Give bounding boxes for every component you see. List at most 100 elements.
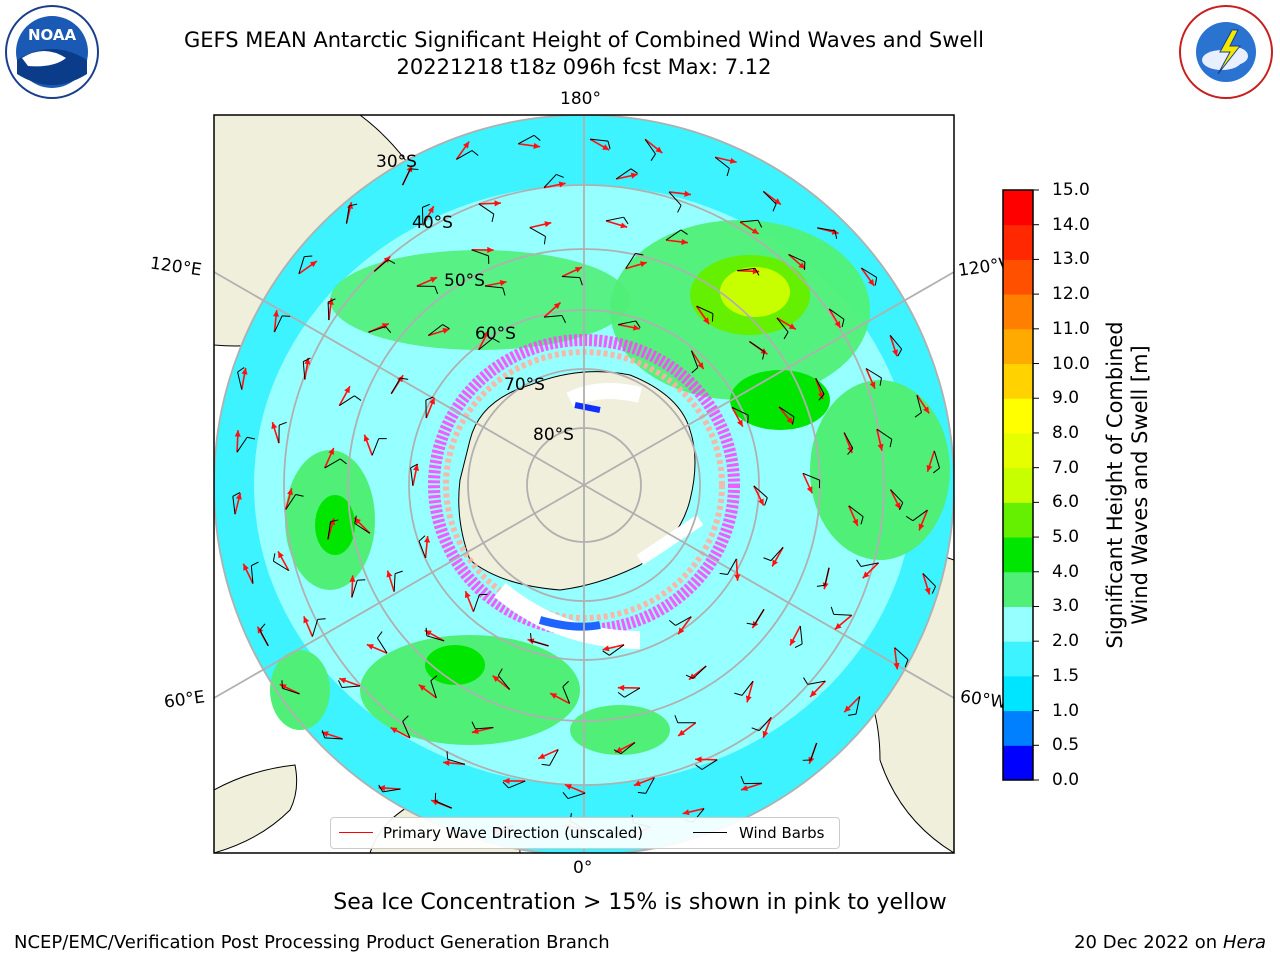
wave-arrow-head <box>790 638 796 646</box>
wind-barb-staff <box>339 395 355 407</box>
footer-branch: NCEP/EMC/Verification Post Processing Pr… <box>14 932 610 953</box>
colorbar-segment <box>1003 606 1033 642</box>
wind-barb-staff <box>543 174 557 188</box>
wave-arrow-head <box>503 777 510 784</box>
colorbar-tick-label: 13.0 <box>1052 249 1090 270</box>
colorbar-segment <box>1003 710 1033 746</box>
colorbar-segment <box>1003 502 1033 538</box>
wind-barb-flag <box>562 680 569 688</box>
wind-barb-staff <box>371 438 380 456</box>
colorbar-segment <box>1003 398 1033 434</box>
wave-arrow-head <box>834 622 842 630</box>
wind-barb-flag <box>637 791 646 794</box>
wave-arrow-head <box>729 157 737 164</box>
wave-arrow-head <box>366 644 374 650</box>
wind-barb-flag <box>691 367 699 374</box>
wind-barb-flag <box>650 153 656 161</box>
colorbar-segment <box>1003 224 1033 260</box>
wave-arrow-head <box>304 357 311 365</box>
wind-barb-staff <box>817 227 836 232</box>
wind-barb-flag <box>425 627 428 636</box>
colorbar-tick-label: 12.0 <box>1052 284 1090 305</box>
wind-barb-staff <box>615 168 632 180</box>
wave-arrow-head <box>527 638 535 645</box>
wave-arrow-head <box>492 675 500 682</box>
primary-wave-legend-line <box>339 832 373 833</box>
wave-arrow-head <box>602 144 610 151</box>
colorbar-segment <box>1003 745 1033 781</box>
wind-barb-staff <box>770 546 784 561</box>
wave-arrow-head <box>564 784 572 790</box>
colorbar-segment <box>1003 294 1033 330</box>
wind-barb-flag <box>860 516 864 525</box>
wind-barb-staff <box>848 505 864 518</box>
colorbar-tick-label: 0.0 <box>1052 770 1080 790</box>
wave-arrow-head <box>786 417 793 424</box>
wind-barb-staff <box>529 227 546 237</box>
wind-barb-flag <box>410 168 419 170</box>
wind-barb-flag <box>502 781 509 789</box>
wind-barb-flag <box>726 168 730 177</box>
wind-barb-staff <box>390 377 401 394</box>
wind-barb-staff <box>324 737 343 740</box>
wind-barb-staff <box>737 267 756 272</box>
wave-arrow-head <box>390 727 398 734</box>
wave-arrow-head <box>235 492 242 500</box>
wind-barbs-legend-line <box>693 832 727 833</box>
wind-barb-staff <box>824 567 830 586</box>
wind-barb-flag <box>607 141 611 149</box>
colorbar-tick-label: 9.0 <box>1052 388 1080 409</box>
colorbar-tick-label: 1.5 <box>1052 665 1080 686</box>
longitude-label-180: 180° <box>560 89 601 109</box>
wave-arrow-head <box>918 523 925 531</box>
wind-barb-flag <box>816 584 825 587</box>
wind-barb-flag <box>834 230 838 239</box>
wind-barb-staff <box>567 792 586 800</box>
wind-barb-staff <box>776 317 789 333</box>
wind-barb-flag <box>623 216 629 225</box>
wave-arrow-head <box>278 551 284 559</box>
wind-barb-staff <box>484 285 503 289</box>
wave-arrow-head <box>893 662 900 670</box>
wind-barb-staff <box>393 573 396 592</box>
wave-arrow-head <box>682 809 690 816</box>
wind-barb-staff <box>531 640 549 647</box>
wind-barb-flag <box>904 659 909 668</box>
wave-arrow-head <box>877 443 884 451</box>
wind-barb-staff <box>327 302 330 321</box>
wind-barb-flag <box>757 219 763 228</box>
map-legend: Primary Wave Direction (unscaled) Wind B… <box>330 817 840 849</box>
wave-arrow-head <box>328 447 334 455</box>
wind-barb-staff <box>855 696 861 715</box>
wind-barb-flag <box>402 715 409 722</box>
wind-barb-flag <box>339 458 347 465</box>
wind-barb-staff <box>833 613 852 616</box>
wind-barb-staff <box>426 635 445 642</box>
wave-arrow-head <box>639 261 647 268</box>
wave-arrow-head <box>734 574 741 581</box>
colorbar-title: Significant Height of Combined Wind Wave… <box>1103 275 1153 695</box>
wave-arrow-head <box>550 693 558 699</box>
wind-barb-staff <box>259 629 269 647</box>
wave-arrow-head <box>697 362 704 370</box>
wind-barb-flag <box>561 315 567 323</box>
wind-barb-staff <box>456 150 473 160</box>
wind-barb-staff <box>828 308 845 320</box>
wave-arrow-head <box>327 298 334 305</box>
wind-barb-staff <box>508 780 526 789</box>
colorbar-tick-label: 5.0 <box>1052 527 1080 548</box>
wave-arrow-head <box>806 486 813 494</box>
colorbar-segment <box>1003 328 1033 365</box>
wind-barb-flag <box>491 213 495 222</box>
colorbar-tick-label: 7.0 <box>1052 457 1080 478</box>
wind-barb-flag <box>677 205 682 213</box>
wave-arrow-head <box>869 381 876 389</box>
wind-barb-staff <box>894 647 909 661</box>
wave-arrow-head <box>339 677 347 684</box>
wind-barb-flag <box>394 570 403 575</box>
wind-barb-staff <box>298 256 305 274</box>
wave-arrow-head <box>602 645 610 652</box>
wind-barb-staff <box>815 378 825 395</box>
wind-barb-flag <box>232 492 241 497</box>
